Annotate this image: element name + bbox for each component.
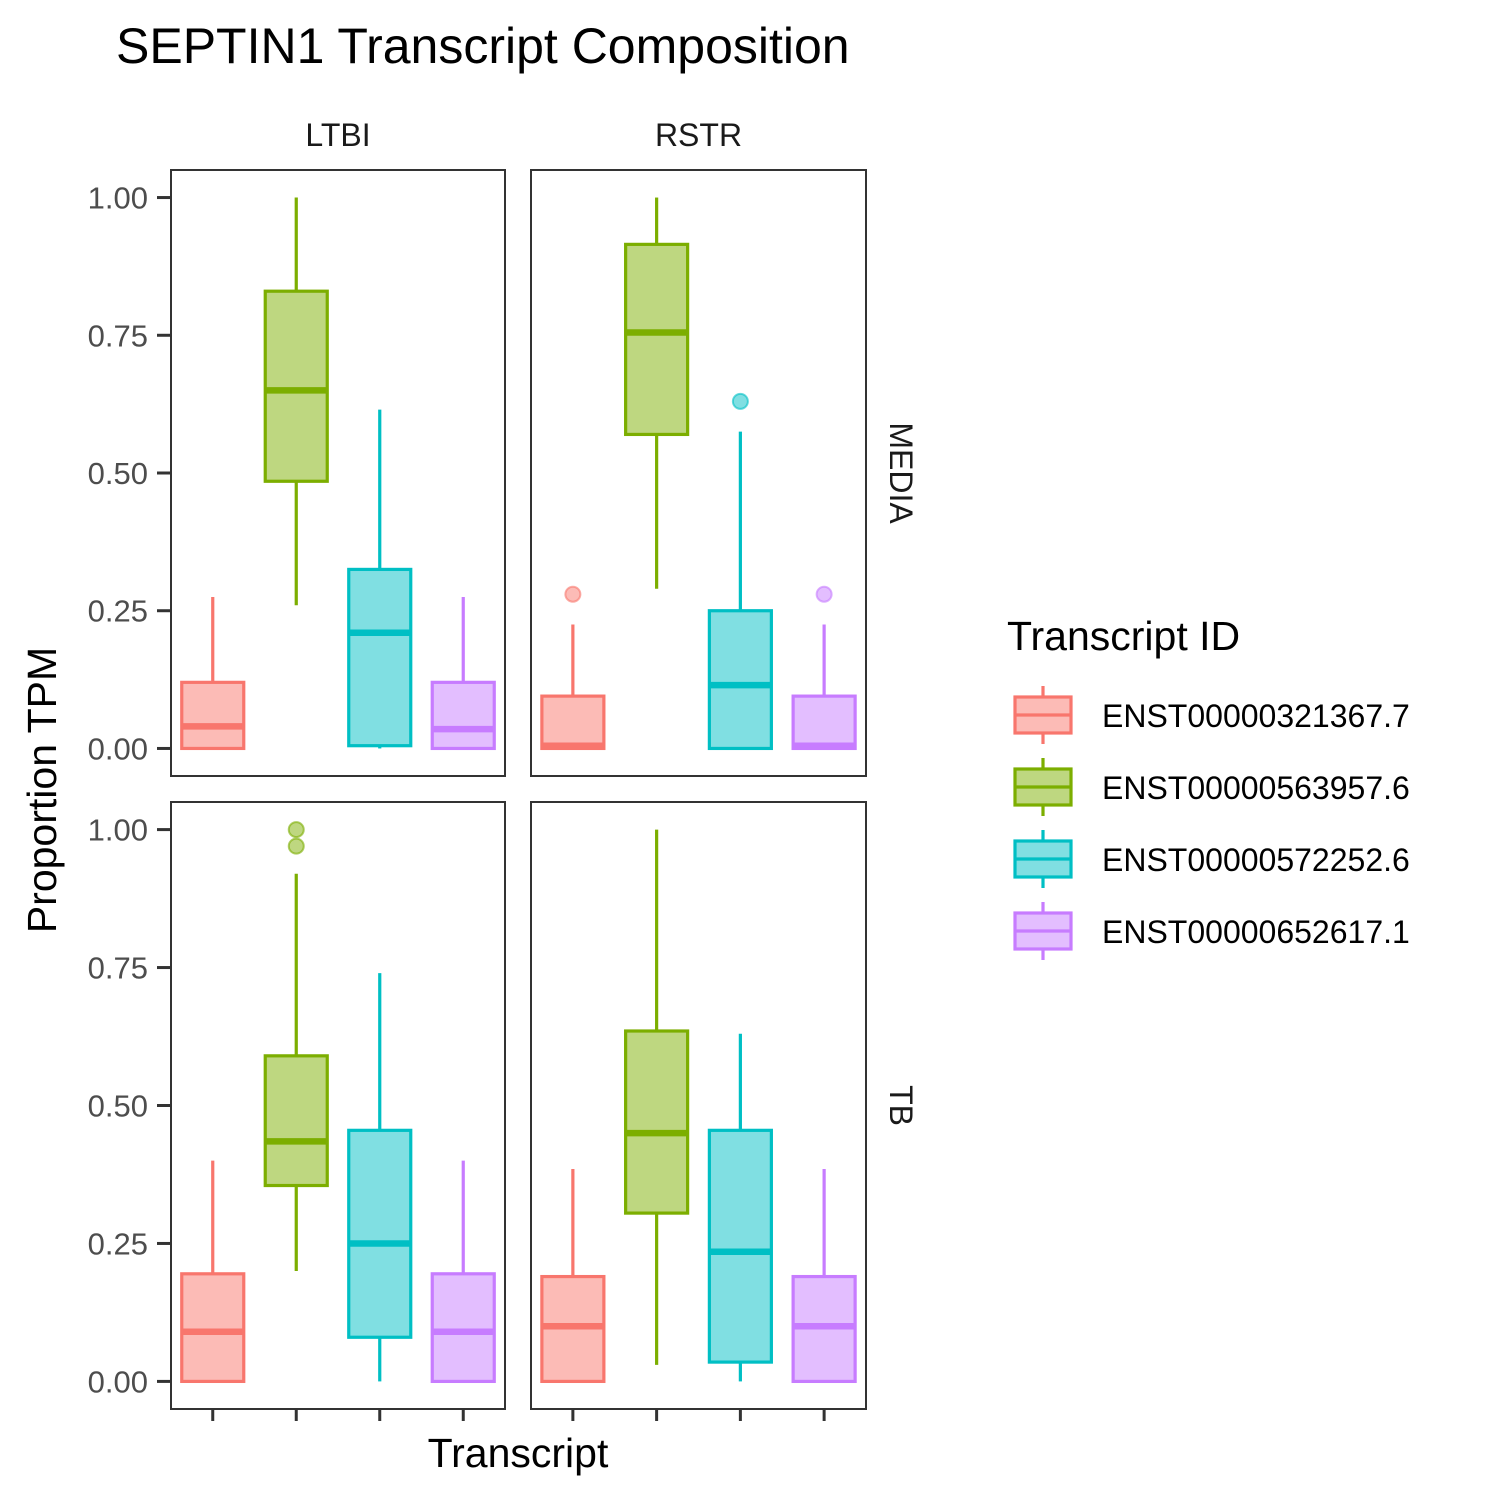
- box-body: [624, 1029, 690, 1215]
- box-ENST00000572252.6: [707, 1033, 773, 1382]
- y-tick-label: 0.50: [88, 456, 148, 491]
- legend-entry: ENST00000563957.6: [1013, 758, 1410, 816]
- legend-label: ENST00000321367.7: [1102, 698, 1410, 734]
- facet-panels: LTBI RSTR MEDIA TB: [170, 117, 919, 1410]
- y-tick-label: 0.25: [88, 594, 148, 629]
- legend-label: ENST00000572252.6: [1102, 842, 1410, 878]
- box-body: [180, 680, 246, 751]
- facet-strip-tb: TB: [883, 1085, 919, 1126]
- chart-title: SEPTIN1 Transcript Composition: [116, 18, 850, 74]
- y-tick-label: 0.00: [88, 731, 148, 766]
- box-ENST00000652617.1: [791, 585, 857, 751]
- box-ENST00000563957.6: [263, 821, 329, 1272]
- panel-ltbi-media: [170, 169, 506, 777]
- legend-title: Transcript ID: [1007, 613, 1240, 659]
- box-ENST00000572252.6: [347, 973, 413, 1382]
- x-axis: [211, 1409, 826, 1421]
- legend-entry: ENST00000572252.6: [1013, 830, 1410, 888]
- y-tick-label: 1.00: [88, 813, 148, 848]
- box-body: [624, 242, 690, 437]
- box-body: [347, 567, 413, 748]
- y-tick-label: 0.25: [88, 1226, 148, 1261]
- box-ENST00000321367.7: [180, 596, 246, 751]
- legend-entry: ENST00000321367.7: [1013, 686, 1410, 744]
- box-body: [707, 1128, 773, 1364]
- box-ENST00000563957.6: [263, 197, 329, 606]
- box-ENST00000563957.6: [624, 829, 690, 1365]
- y-tick-label: 0.50: [88, 1089, 148, 1124]
- y-tick-label: 0.75: [88, 318, 148, 353]
- box-body: [791, 694, 857, 751]
- box-body: [430, 680, 496, 751]
- legend-label: ENST00000652617.1: [1102, 914, 1410, 950]
- box-body: [263, 289, 329, 483]
- box-ENST00000652617.1: [791, 1168, 857, 1384]
- facet-strip-ltbi: LTBI: [305, 117, 370, 153]
- box-body: [180, 1272, 246, 1384]
- panel-border: [530, 801, 867, 1410]
- legend-entry: ENST00000652617.1: [1013, 902, 1410, 960]
- facet-strip-media: MEDIA: [883, 422, 919, 524]
- legend-label: ENST00000563957.6: [1102, 770, 1410, 806]
- panel-rstr-media: [530, 169, 867, 777]
- box-ENST00000321367.7: [540, 585, 606, 751]
- box-body: [347, 1128, 413, 1339]
- box-ENST00000321367.7: [180, 1160, 246, 1384]
- box-ENST00000572252.6: [707, 392, 773, 751]
- x-axis-title: Transcript: [428, 1430, 609, 1476]
- box-body: [430, 1272, 496, 1384]
- facet-strip-rstr: RSTR: [655, 117, 742, 153]
- panel-ltbi-tb: [170, 801, 506, 1410]
- panel-rstr-tb: [530, 801, 867, 1410]
- y-tick-label: 0.00: [88, 1364, 148, 1399]
- box-ENST00000563957.6: [624, 197, 690, 589]
- box-ENST00000652617.1: [430, 596, 496, 751]
- y-axis-title: Proportion TPM: [19, 647, 65, 933]
- box-body: [707, 609, 773, 751]
- outlier-point: [564, 585, 582, 603]
- outlier-point: [731, 392, 749, 410]
- legend: Transcript ID ENST00000321367.7 ENST00000…: [1007, 613, 1410, 960]
- outlier-point: [815, 585, 833, 603]
- box-ENST00000572252.6: [347, 409, 413, 749]
- outlier-point: [287, 837, 305, 855]
- box-ENST00000321367.7: [540, 1168, 606, 1384]
- box-body: [263, 1054, 329, 1188]
- box-body: [540, 694, 606, 751]
- y-tick-label: 0.75: [88, 951, 148, 986]
- panel-border: [530, 169, 867, 777]
- y-tick-label: 1.00: [88, 181, 148, 216]
- outlier-point: [287, 821, 305, 839]
- box-ENST00000652617.1: [430, 1160, 496, 1384]
- y-axes: 0.00 0.25 0.50 0.75 1.00 0.00 0.25 0.50 0.75 1.00: [88, 181, 171, 1399]
